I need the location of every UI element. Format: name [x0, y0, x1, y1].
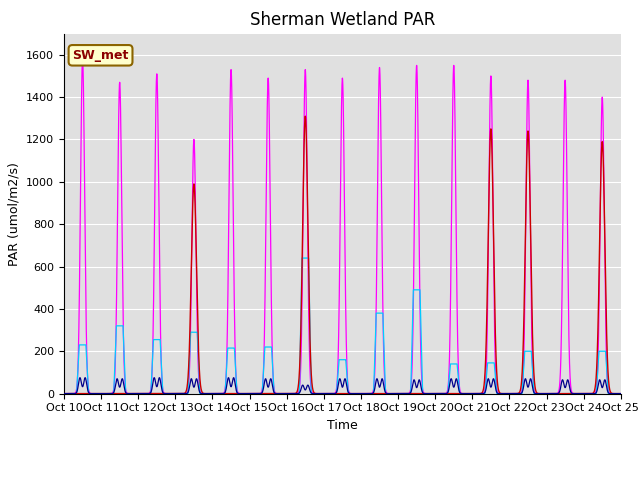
Text: SW_met: SW_met — [72, 49, 129, 62]
X-axis label: Time: Time — [327, 419, 358, 432]
Y-axis label: PAR (umol/m2/s): PAR (umol/m2/s) — [8, 162, 20, 265]
Title: Sherman Wetland PAR: Sherman Wetland PAR — [250, 11, 435, 29]
